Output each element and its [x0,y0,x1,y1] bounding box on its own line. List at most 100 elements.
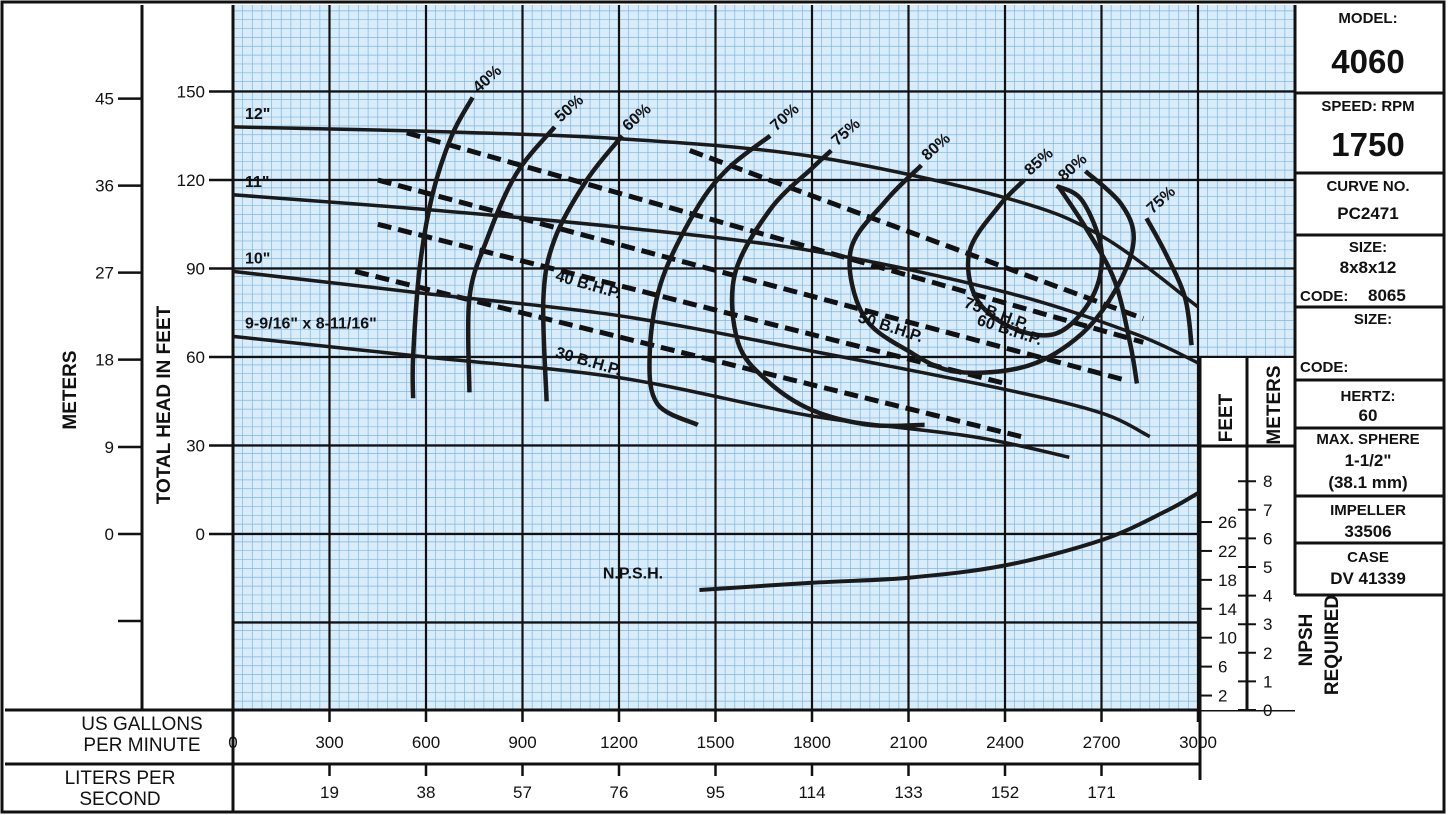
npsh-feet-title: FEET [1216,393,1237,442]
code-label: CODE: [1300,288,1348,305]
impeller-label: IMPELLER [1330,502,1406,519]
model-label: MODEL: [1338,10,1397,27]
npsh-feet-tick-label: 6 [1218,658,1227,677]
max-sphere-mm: (38.1 mm) [1328,473,1407,492]
efficiency-curve [965,178,1105,338]
speed-label: SPEED: RPM [1321,98,1414,115]
gpm-tick-label: 1800 [793,733,831,752]
gpm-axis-title-line1: US GALLONS [81,714,202,735]
hertz-value: 60 [1359,406,1378,425]
model-value: 4060 [1331,43,1404,80]
impeller-value: 33506 [1344,522,1391,541]
gpm-tick-label: 300 [315,733,343,752]
head-axis-title: TOTAL HEAD IN FEET [154,305,175,504]
feet-tick-label: 150 [177,83,205,102]
bhp-line [377,177,1128,384]
gpm-tick-label: 1200 [600,733,638,752]
efficiency-curve [1144,217,1194,346]
meters-tick-label: 18 [95,351,114,370]
efficiency-curve [647,134,772,427]
feet-tick-label: 0 [196,525,205,544]
gpm-tick-label: 0 [228,733,237,752]
lps-axis-title-line2: SECOND [79,789,160,810]
gpm-tick-label: 600 [412,733,440,752]
npsh-meters-tick-label: 0 [1263,701,1272,720]
bhp-line [377,221,1006,386]
lps-axis-title-line1: LITERS PER [65,768,176,789]
npsh-feet-tick-label: 18 [1218,571,1237,590]
size-value: 8x8x12 [1340,258,1397,277]
max-sphere-inches: 1-1/2" [1345,451,1392,470]
head-curve-label: 9-9/16" x 8-11/16" [245,315,377,332]
efficiency-curve [847,163,1136,375]
npsh-meters-tick-label: 8 [1263,472,1272,491]
hertz-label: HERTZ: [1341,388,1396,405]
bhp-line [354,268,1022,440]
npsh-curve [699,491,1199,592]
code-value: 8065 [1368,286,1406,305]
lps-tick-label: 133 [894,783,922,802]
gpm-axis-title-line2: PER MINUTE [83,735,200,756]
max-sphere-label: MAX. SPHERE [1316,431,1419,448]
head-curves [232,125,1200,460]
npsh-meters-tick-label: 1 [1263,672,1272,691]
head-curve [232,125,1200,309]
npsh-meters-tick-label: 3 [1263,615,1272,634]
gpm-tick-label: 1500 [697,733,735,752]
meters-axis-title: METERS [60,350,81,429]
code2-label: CODE: [1300,359,1348,376]
speed-value: 1750 [1331,126,1404,163]
feet-tick-label: 120 [177,171,205,190]
npsh-required-title-line2: REQUIRED [1322,595,1343,695]
npsh-meters-tick-label: 2 [1263,644,1272,663]
meters-tick-label: 9 [105,438,114,457]
curve-no-value: PC2471 [1337,204,1398,223]
npsh-curve-layer [699,491,1199,592]
lps-tick-label: 152 [991,783,1019,802]
npsh-feet-tick-label: 10 [1218,629,1237,648]
npsh-required-title-line1: NPSH [1296,614,1317,667]
npsh-feet-tick-label: 26 [1218,513,1237,532]
head-curve [232,269,1151,439]
head-curve [232,334,1070,460]
head-curve-label: 10" [245,250,270,267]
lps-tick-label: 38 [417,783,436,802]
npsh-curve-label: N.P.S.H. [603,565,663,582]
gpm-tick-label: 3000 [1179,733,1217,752]
npsh-meters-tick-label: 7 [1263,501,1272,520]
npsh-meters-tick-label: 6 [1263,529,1272,548]
info-panel: MODEL: 4060 SPEED: RPM 1750 CURVE NO. PC… [1293,5,1444,597]
efficiency-curve [540,134,624,402]
lps-tick-label: 95 [706,783,725,802]
efficiency-curve [729,148,925,429]
head-curve [232,193,1199,365]
feet-tick-label: 30 [186,437,205,456]
gpm-tick-label: 2700 [1083,733,1121,752]
feet-tick-label: 90 [186,260,205,279]
feet-tick-label: 60 [186,348,205,367]
efficiency-curve [465,125,557,393]
curve-no-label: CURVE NO. [1326,178,1409,195]
size-label: SIZE: [1349,239,1387,256]
lps-tick-label: 114 [798,783,825,802]
npsh-feet-tick-label: 2 [1218,687,1227,706]
gpm-tick-label: 2100 [890,733,928,752]
gpm-tick-label: 2400 [986,733,1024,752]
npsh-feet-tick-label: 14 [1218,600,1237,619]
case-label: CASE [1347,549,1389,566]
lps-tick-label: 19 [320,783,339,802]
case-value: DV 41339 [1330,569,1406,588]
meters-tick-label: 0 [105,525,114,544]
meters-tick-label: 45 [95,90,114,109]
bottom-axis-ticks: 0 300 600 900 1200 1500 1800 2100 2400 2700 3000 19… [228,710,1217,802]
head-curve-label: 12" [245,106,270,123]
efficiency-curve [1056,184,1140,384]
bhp-line [406,130,1144,345]
lps-tick-label: 76 [610,783,629,802]
npsh-feet-tick-label: 22 [1218,542,1237,561]
lps-tick-label: 57 [513,783,532,802]
size2-label: SIZE: [1354,311,1392,328]
efficiency-curves [410,96,1194,429]
efficiency-curve [410,96,475,399]
